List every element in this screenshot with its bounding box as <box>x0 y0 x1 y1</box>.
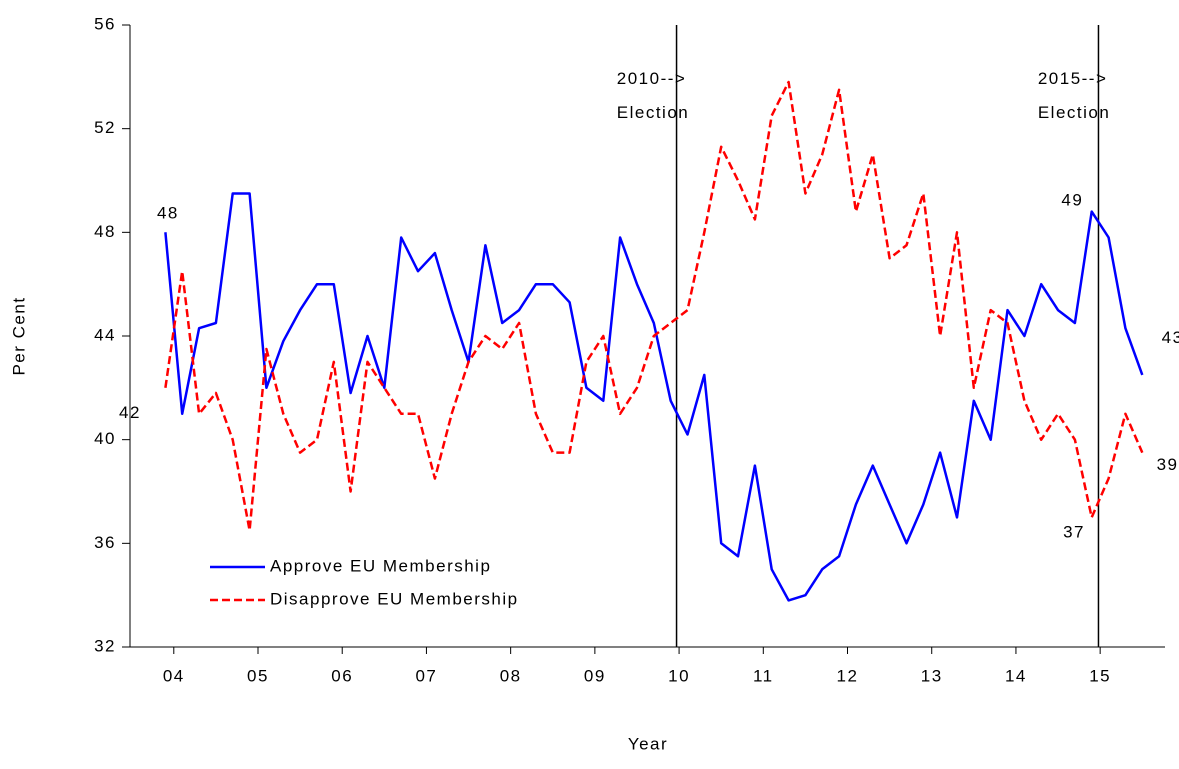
annotation: 48 <box>157 204 179 223</box>
x-tick-label: 06 <box>331 666 353 685</box>
annotation: 2010--> <box>617 69 687 88</box>
y-tick-label: 36 <box>94 533 116 552</box>
series-line <box>164 80 1144 532</box>
x-tick-label: 10 <box>668 666 690 685</box>
y-axis-label: Per Cent <box>9 296 28 375</box>
annotation: 49 <box>1061 191 1083 210</box>
y-tick-label: 32 <box>94 636 116 655</box>
x-tick-label: 12 <box>837 666 859 685</box>
x-tick-label: 14 <box>1005 666 1027 685</box>
x-tick-label: 11 <box>753 666 774 685</box>
annotation: Election <box>617 103 689 122</box>
annotation: 2015--> <box>1038 69 1108 88</box>
annotation: 39 <box>1157 455 1179 474</box>
y-tick-label: 44 <box>94 325 116 344</box>
x-tick-label: 08 <box>500 666 522 685</box>
legend-label: Disapprove EU Membership <box>270 589 519 608</box>
annotation: 37 <box>1063 522 1085 541</box>
y-tick-label: 56 <box>94 14 116 33</box>
annotation: Election <box>1038 103 1110 122</box>
series-line <box>164 192 1144 602</box>
x-tick-label: 04 <box>163 666 185 685</box>
annotation: 42 <box>119 403 141 422</box>
x-tick-label: 15 <box>1089 666 1111 685</box>
y-tick-label: 40 <box>94 429 116 448</box>
x-tick-label: 07 <box>415 666 437 685</box>
x-tick-label: 09 <box>584 666 606 685</box>
annotation: 43 <box>1162 328 1179 347</box>
x-tick-label: 05 <box>247 666 269 685</box>
legend-label: Approve EU Membership <box>270 556 491 575</box>
x-axis-label: Year <box>628 734 668 753</box>
y-tick-label: 48 <box>94 222 116 241</box>
x-tick-label: 13 <box>921 666 943 685</box>
y-tick-label: 52 <box>94 118 116 137</box>
